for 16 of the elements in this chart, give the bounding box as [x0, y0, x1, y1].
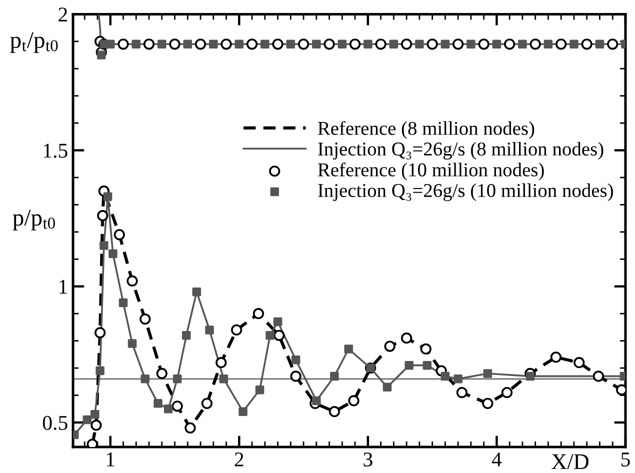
y-tick-label: 1 — [60, 280, 67, 294]
x-tick-label: 5 — [621, 452, 630, 467]
y-tick-label: 1.5 — [44, 144, 68, 158]
x-axis-title: X/D — [552, 454, 588, 470]
text: p$_{t}$/p$_{t0}$ — [10, 32, 58, 53]
x-tick-label: 4 — [492, 452, 502, 466]
legend-label: Reference (10 million nodes) — [318, 162, 544, 180]
x-tick-label: 3 — [364, 452, 372, 467]
legend-label: Injection Q₃=26g/s (10 million nodes) — [318, 183, 613, 202]
legend-label: Reference (8 million nodes) — [318, 121, 534, 139]
legend-label: Injection Q₃=26g/s (8 million nodes) — [318, 142, 604, 160]
x-tick-label: 2 — [234, 452, 244, 466]
y-tick-label: 2 — [58, 8, 68, 22]
x-tick-label: 1 — [106, 452, 114, 466]
y-axis-title: p/p$_{t0}$ — [12, 210, 55, 230]
y-tick-label: 0.5 — [42, 416, 68, 430]
